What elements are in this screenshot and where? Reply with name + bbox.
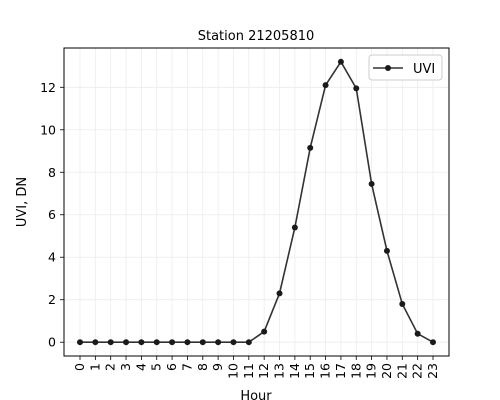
data-point [230,339,237,346]
x-tick-label: 0 [72,363,87,371]
data-point [430,339,436,346]
y-tick-label: 6 [48,207,56,222]
data-point [92,339,99,346]
legend-box [368,54,443,81]
series-line-uvi [80,60,434,343]
x-tick-label: 14 [287,363,302,379]
series-layer [77,58,436,346]
data-point [322,82,329,89]
x-tick-label: 13 [272,363,287,379]
data-point [123,339,130,346]
chart-title: Station 21205810 [198,29,315,44]
x-axis: 0 1 2 3 4 5 6 7 8 9 10 11 12 13 14 15 16 17 18 19 20 21 22 23 [72,356,440,379]
x-tick-label: 19 [364,363,379,379]
x-tick-label: 21 [394,363,409,379]
y-tick-label: 8 [48,165,56,180]
y-axis: 0 2 4 6 8 10 12 [40,80,64,350]
data-point [353,85,360,92]
data-point [368,180,375,187]
y-tick-label: 12 [40,80,56,95]
x-tick-label: 4 [133,363,148,371]
data-point [261,328,268,335]
data-point [245,339,252,346]
x-tick-label: 1 [87,363,102,371]
x-tick-label: 23 [425,363,440,379]
data-point [307,144,314,151]
x-tick-label: 2 [103,363,118,371]
data-point [184,339,191,346]
data-point [199,339,206,346]
x-tick-label: 3 [118,363,133,371]
x-tick-label: 7 [179,363,194,371]
data-point [215,339,222,346]
data-point [153,339,160,346]
x-tick-label: 8 [195,363,210,371]
legend-label-uvi: UVI [413,62,435,77]
y-tick-label: 10 [40,122,56,137]
x-tick-label: 17 [333,363,348,379]
x-tick-label: 15 [302,363,317,379]
legend: UVI [368,54,443,81]
data-point [107,339,114,346]
x-tick-label: 22 [410,363,425,379]
x-tick-label: 5 [149,363,164,371]
data-point [169,339,176,346]
data-point [414,330,421,337]
y-tick-label: 0 [48,335,56,350]
x-tick-label: 6 [164,363,179,371]
legend-marker-swatch [385,65,391,71]
y-axis-label: UVI, DN [15,177,30,227]
x-tick-label: 16 [318,363,333,379]
x-tick-label: 18 [348,363,363,379]
data-point [77,339,83,346]
x-tick-label: 9 [210,363,225,371]
y-tick-label: 2 [48,292,56,307]
data-point [291,224,298,231]
x-tick-label: 20 [379,363,394,379]
x-axis-label: Hour [240,389,272,400]
data-point [383,247,390,254]
data-point [138,339,145,346]
data-point [337,58,344,65]
x-tick-label: 12 [256,363,271,379]
plot-area [63,47,450,357]
y-tick-label: 4 [48,250,56,265]
x-tick-label: 11 [241,363,256,379]
data-point [399,300,406,307]
data-point [276,290,283,297]
grid [64,48,449,356]
x-tick-label: 10 [225,363,240,379]
